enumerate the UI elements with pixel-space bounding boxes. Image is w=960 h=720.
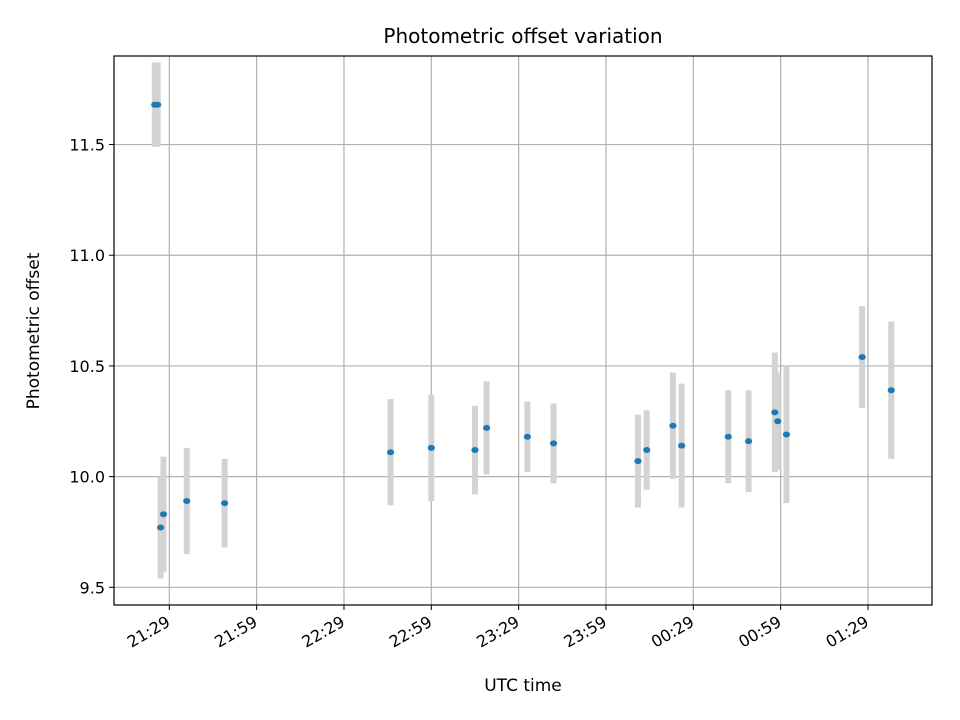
- data-point: [159, 511, 168, 518]
- y-tick-label: 10.0: [69, 468, 105, 487]
- data-point: [858, 354, 866, 361]
- data-point: [887, 387, 895, 394]
- data-point: [221, 500, 229, 507]
- y-axis-ticks: 9.5 10.0 10.5 11.0 11.5: [69, 136, 114, 597]
- plot-area-frame: [113, 55, 933, 606]
- data-point: [678, 442, 686, 449]
- data-point: [183, 497, 191, 504]
- chart-title: Photometric offset variation: [383, 24, 662, 48]
- y-tick-label: 9.5: [80, 578, 105, 597]
- data-point: [549, 440, 558, 447]
- data-point: [774, 418, 782, 425]
- data-point: [154, 101, 162, 108]
- data-point: [523, 433, 531, 440]
- y-tick-label: 11.0: [69, 246, 105, 265]
- data-point: [634, 458, 642, 465]
- data-points: [151, 101, 895, 531]
- data-point: [427, 444, 435, 451]
- data-point: [471, 447, 479, 454]
- data-point: [782, 431, 791, 438]
- data-point: [483, 424, 491, 431]
- y-axis-label: Photometric offset: [24, 252, 44, 409]
- y-tick-label: 10.5: [69, 357, 105, 376]
- y-tick-label: 11.5: [69, 136, 105, 155]
- data-point: [724, 433, 732, 440]
- grid-lines: [114, 56, 932, 605]
- x-axis-label: UTC time: [484, 676, 562, 696]
- data-point: [156, 524, 165, 531]
- data-point: [745, 438, 753, 445]
- data-point: [386, 449, 395, 456]
- data-point: [643, 447, 651, 454]
- data-point: [771, 409, 779, 416]
- data-point: [669, 422, 677, 429]
